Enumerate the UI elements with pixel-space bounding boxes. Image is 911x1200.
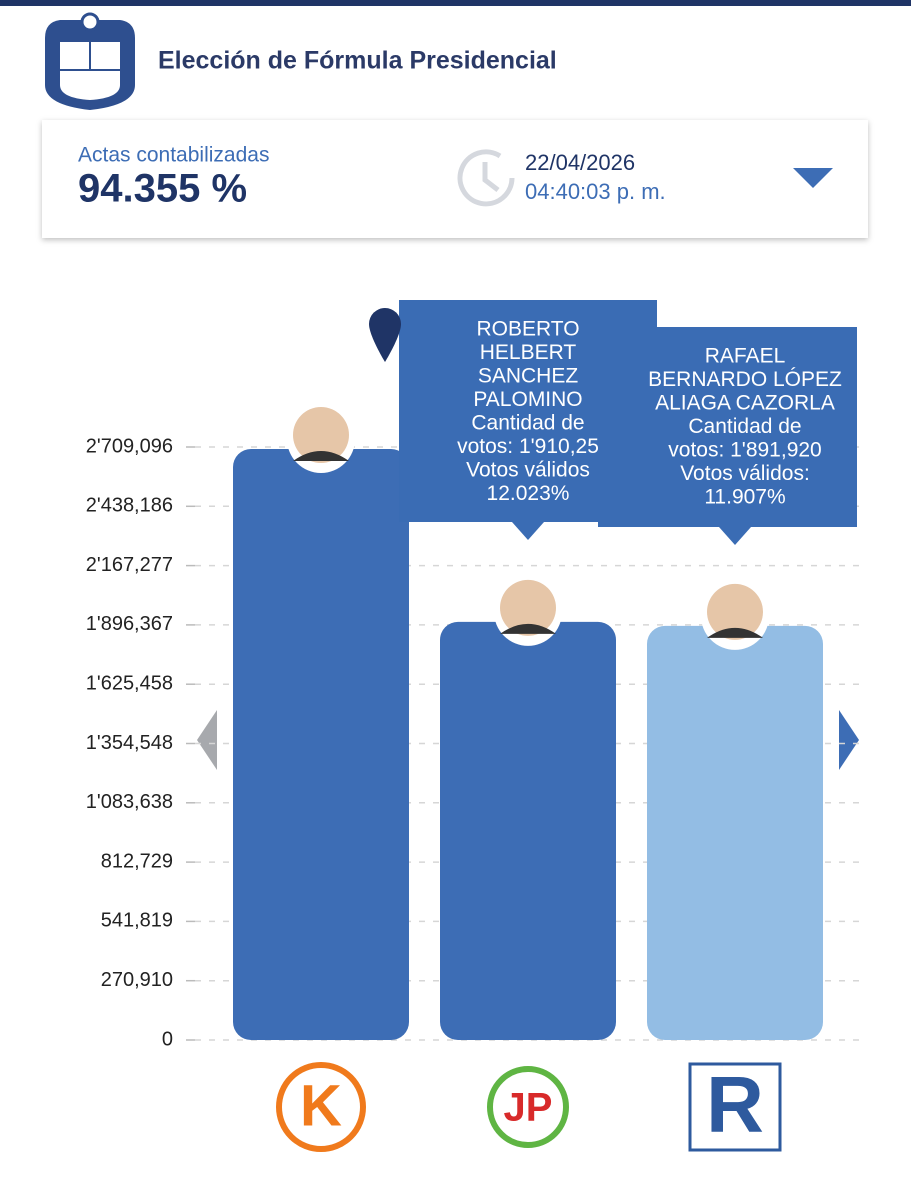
y-tick-label: 270,910 [101,969,173,991]
y-tick-label: 0 [162,1028,173,1050]
bar [233,448,409,1040]
candidate-photo [293,406,349,463]
status-date: 22/04/2026 [525,150,635,175]
y-tick-label: 541,819 [101,910,173,932]
y-tick-label: 1'896,367 [86,613,173,635]
tooltip-line: Cantidad de [688,415,801,438]
map-pin [369,308,401,362]
y-tick-label: 812,729 [101,850,173,872]
tooltip-line: 12.023% [487,482,570,505]
tooltip-line: 11.907% [704,486,785,509]
y-tick-label: 1'354,548 [86,732,173,754]
y-tick-label: 2'167,277 [86,554,173,576]
candidate-photo [500,579,556,636]
coat-of-arms [45,12,135,110]
page-title: Elección de Fórmula Presidencial [158,47,557,75]
party-logo-text: JP [504,1086,553,1130]
party-logo-text: K [300,1073,342,1138]
bar [647,625,823,1040]
status-value: 94.355 % [78,167,247,211]
party-logo-text: R [706,1060,764,1149]
candidate-photo [707,627,763,638]
candidate-photo [500,623,556,634]
y-tick-label: 1'083,638 [86,791,173,813]
top-bar [0,0,911,6]
tooltip-line: BERNARDO LÓPEZ [648,368,842,391]
tooltip-line: Votos válidos [466,459,590,482]
party-logo [688,1062,782,1152]
status-time: 04:40:03 p. m. [525,179,666,204]
tooltip-line: PALOMINO [473,388,582,411]
tooltip-pointer [719,527,751,545]
party-logo [487,1066,569,1148]
y-tick-label: 1'625,458 [86,672,173,694]
dropdown-toggle[interactable] [793,168,833,188]
tooltip-line: votos: 1'910,25 [457,435,599,458]
prev-arrow[interactable] [197,710,217,770]
tooltip-line: Votos válidos: [680,462,810,485]
candidate-photo [293,450,349,461]
tooltip-line: HELBERT [480,341,577,364]
y-tick-label: 2'709,096 [86,435,173,457]
tooltip-line: votos: 1'891,920 [668,439,821,462]
tooltip-line: Cantidad de [471,412,584,435]
tooltip-line: ROBERTO [476,318,579,341]
tooltip-line: ALIAGA CAZORLA [655,392,835,415]
status-card [42,120,868,238]
chart: 0 270,910 541,819 812,729 1'083,638 1'354,548… [86,300,860,1152]
tooltip-box [598,327,857,527]
tooltip-line: RAFAEL [705,345,786,368]
y-tick-label: 2'438,186 [86,495,173,517]
bar [440,621,616,1040]
clock-icon [457,149,515,207]
status-label: Actas contabilizadas [78,144,269,167]
tooltip-pointer [512,522,544,540]
party-logo [276,1062,366,1152]
tooltip-line: SANCHEZ [478,365,579,388]
candidate-photo [707,583,763,640]
next-arrow[interactable] [839,710,859,770]
